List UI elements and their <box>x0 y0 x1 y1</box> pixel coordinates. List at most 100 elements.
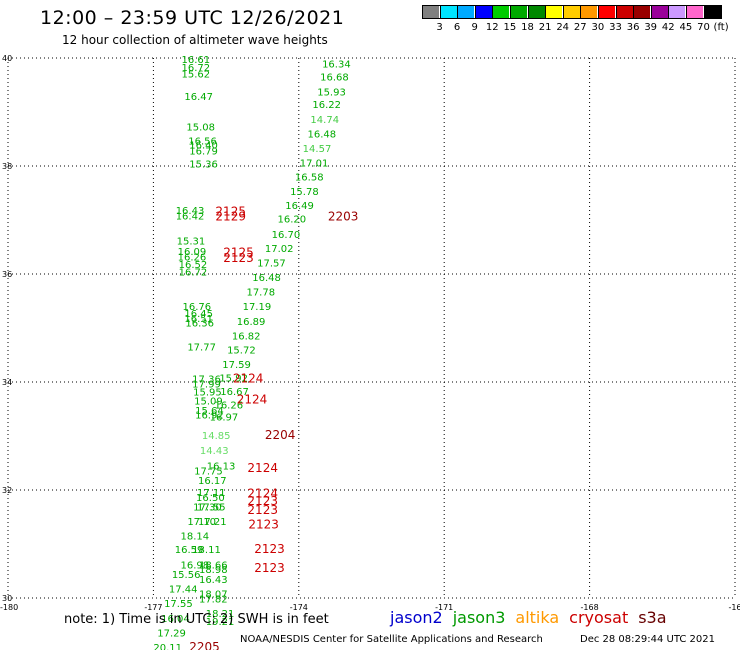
wave-height-value: 15.62 <box>182 69 211 80</box>
wave-height-value: 17.57 <box>257 258 286 269</box>
wave-height-value: 14.85 <box>202 431 231 442</box>
legend-swatch <box>668 5 686 19</box>
wave-height-value: 17.19 <box>243 302 272 313</box>
wave-height-value: 15.31 <box>177 236 206 247</box>
wave-height-value: 16.82 <box>232 331 261 342</box>
lat-label: 30 <box>2 594 12 603</box>
legend-swatch <box>580 5 598 19</box>
credit-text: NOAA/NESDIS Center for Satellite Applica… <box>240 634 543 645</box>
wave-height-value: 16.98 <box>181 560 210 571</box>
pass-time-label: 2203 <box>328 210 359 224</box>
wave-height-value: 15.72 <box>227 345 256 356</box>
legend-level-label: 9 <box>471 22 478 33</box>
legend-level-label: (ft) <box>713 22 729 33</box>
satellite-legend-s3a: s3a <box>638 608 667 627</box>
legend-swatch <box>633 5 651 19</box>
wave-height-value: 20.11 <box>153 643 182 650</box>
legend-level-label: 30 <box>591 22 605 33</box>
pass-time-label: 2129 <box>215 210 246 224</box>
legend-swatch <box>492 5 510 19</box>
wave-height-value: 17.75 <box>194 466 223 477</box>
wave-height-value: 16.26 <box>214 400 243 411</box>
legend-level-label: 18 <box>521 22 534 33</box>
wave-height-value: 16.48 <box>252 273 281 284</box>
page-subtitle: 12 hour collection of altimeter wave hei… <box>62 33 328 47</box>
legend-level-label: 6 <box>453 22 461 33</box>
pass-time-label: 2124 <box>233 372 264 386</box>
lon-label: -16 <box>728 603 740 612</box>
lat-label: 32 <box>2 486 12 495</box>
wave-height-value: 17.55 <box>197 503 226 514</box>
wave-height-value: 16.43 <box>199 575 228 586</box>
pass-time-label: 2123 <box>247 503 278 517</box>
pass-time-label: 2124 <box>247 487 278 501</box>
wave-height-value: 18.14 <box>181 532 210 543</box>
footer-note: note: 1) Time is in UTC; 2) SWH is in fe… <box>64 612 329 627</box>
wave-height-value: 16.20 <box>277 215 306 226</box>
wave-height-value: 14.74 <box>310 115 339 126</box>
legend-level-label: 42 <box>661 22 675 33</box>
legend-swatch <box>598 5 615 19</box>
legend-swatch <box>650 5 668 19</box>
pass-time-label: 2204 <box>265 428 296 442</box>
legend-swatch <box>510 5 527 19</box>
legend-level-label: 21 <box>538 22 552 33</box>
wave-height-value: 16.61 <box>182 55 211 66</box>
wave-height-value: 15.36 <box>189 160 218 171</box>
wave-height-value: 16.59 <box>175 545 204 556</box>
pass-time-label: 2123 <box>254 561 285 575</box>
legend-swatch <box>615 5 633 19</box>
wave-height-value: 19.21 <box>206 617 235 628</box>
wave-height-value: 16.22 <box>312 100 341 111</box>
wave-height-value: 17.36 <box>192 375 221 386</box>
wave-height-value: 17.29 <box>157 628 186 639</box>
wave-height-value: 15.08 <box>186 122 215 133</box>
legend-swatch <box>703 5 721 19</box>
wave-height-value: 15.93 <box>317 87 346 98</box>
wave-height-value: 17.21 <box>198 517 227 528</box>
wave-height-value: 16.70 <box>272 230 301 241</box>
pass-time-label: 2124 <box>237 393 268 407</box>
pass-time-label: 2125 <box>223 246 254 260</box>
legend-level-label: 27 <box>573 22 587 33</box>
wave-height-value: 16.68 <box>320 73 349 84</box>
wave-height-value: 16.43 <box>176 206 205 217</box>
legend-level-label: 70 <box>697 22 710 33</box>
wave-height-value: 17.55 <box>164 599 193 610</box>
wave-height-value: 16.50 <box>196 493 225 504</box>
wave-height-value: 16.36 <box>185 318 214 329</box>
wave-height-value: 15.78 <box>290 187 319 198</box>
legend-swatch <box>527 5 545 19</box>
wave-height-value: 17.01 <box>300 159 329 170</box>
wave-height-value: 17.82 <box>199 594 228 605</box>
pass-time-label: 2123 <box>248 517 279 531</box>
wave-height-value: 18.66 <box>199 560 228 571</box>
legend-level-label: 36 <box>626 22 640 33</box>
lon-label: -177 <box>144 603 162 612</box>
legend-level-label: 15 <box>503 22 517 33</box>
wave-height-value: 16.40 <box>189 141 218 152</box>
wave-height-value: 16.26 <box>178 253 207 264</box>
wave-height-value: 17.78 <box>246 288 275 299</box>
page-title: 12:00 – 23:59 UTC 12/26/2021 <box>40 7 345 29</box>
wave-height-value: 16.76 <box>182 302 211 313</box>
pass-time-label: 2123 <box>247 494 278 508</box>
legend-level-label: 24 <box>556 22 570 33</box>
legend-frame <box>422 5 722 19</box>
lon-label: -174 <box>290 603 308 612</box>
wave-height-value: 15.64 <box>195 406 224 417</box>
legend-swatch <box>562 5 580 19</box>
satellite-legend-jason3: jason3 <box>452 608 506 627</box>
legend-swatch <box>457 5 475 19</box>
wave-height-value: 15.95 <box>193 388 222 399</box>
wave-height-value: 16.47 <box>184 92 213 103</box>
wave-height-value: 16.13 <box>207 461 236 472</box>
wave-height-value: 16.58 <box>295 173 324 184</box>
wave-height-value: 16.42 <box>176 211 205 222</box>
wave-height-value: 16.45 <box>184 309 213 320</box>
wave-height-value: 15.56 <box>172 570 201 581</box>
pass-time-label: 2125 <box>215 205 246 219</box>
lat-label: 40 <box>2 54 12 63</box>
wave-height-value: 16.92 <box>195 411 224 422</box>
legend-level-label: 3 <box>436 22 443 33</box>
